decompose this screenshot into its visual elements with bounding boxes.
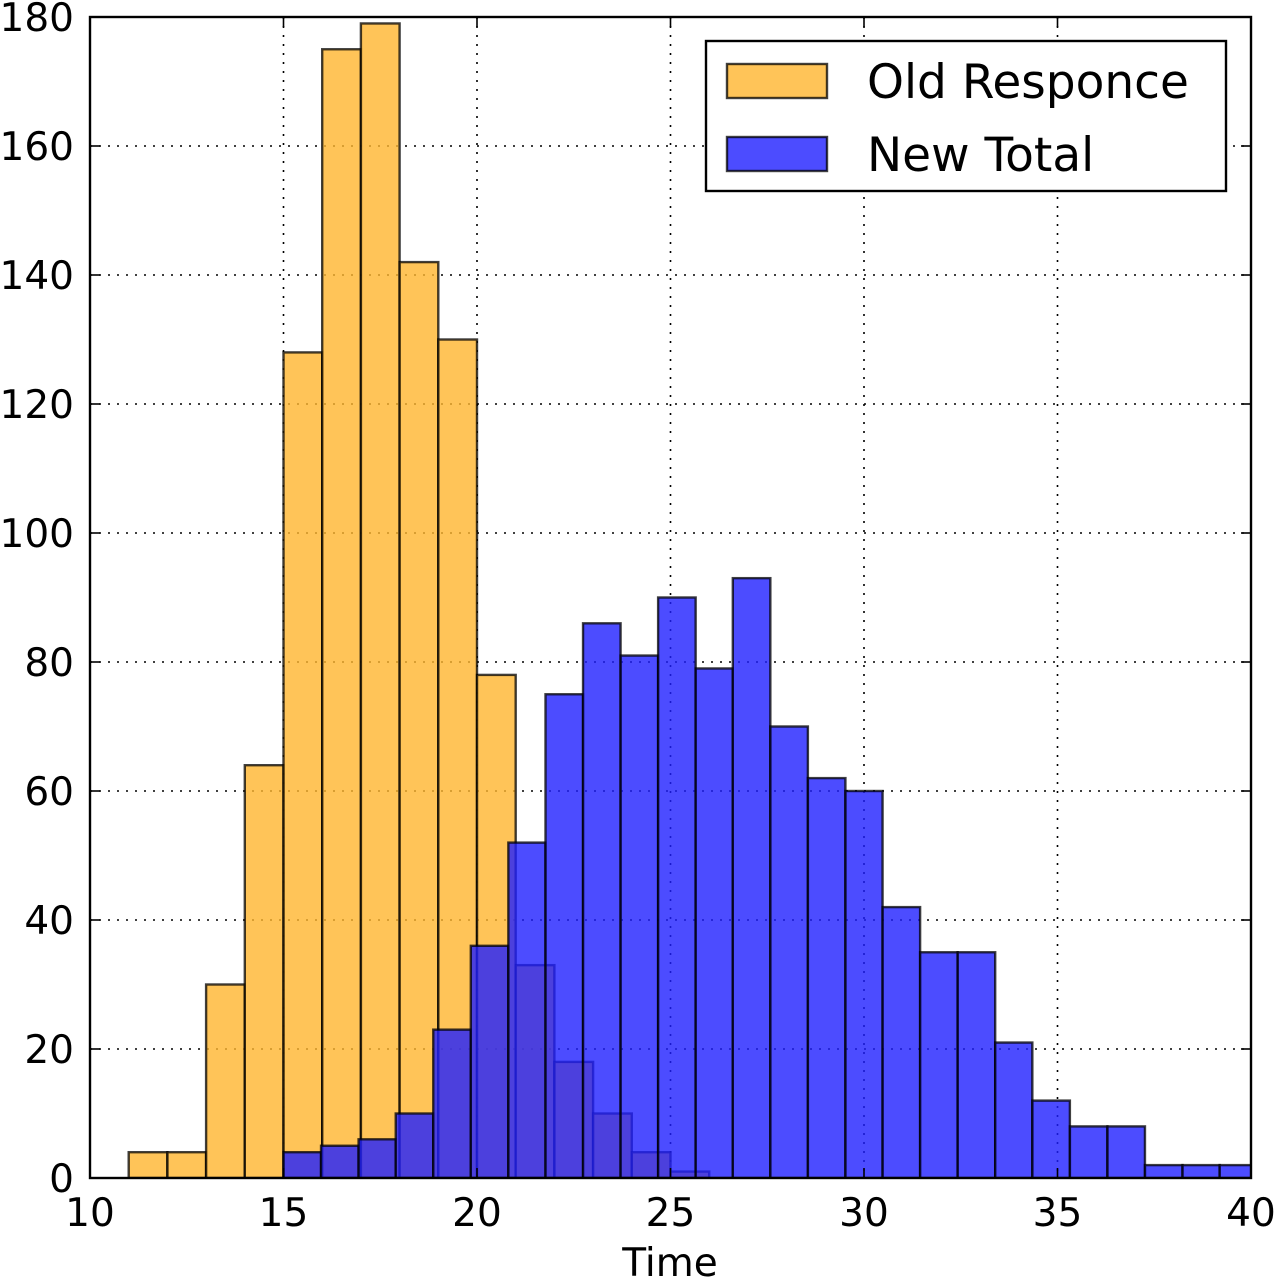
y-tick-label: 180: [0, 0, 74, 41]
bar-new-total: [357, 1138, 397, 1178]
bar-new-total: [319, 1144, 360, 1178]
y-tick-label: 80: [24, 641, 74, 686]
bar-new-total: [731, 576, 772, 1178]
bar-new-total: [1143, 1163, 1184, 1178]
bar-old-responce: [204, 983, 247, 1178]
bar-new-total: [1106, 1125, 1147, 1178]
x-tick-label: 10: [65, 1191, 115, 1236]
bar-new-total: [394, 1112, 435, 1178]
bar-new-total: [1181, 1163, 1221, 1178]
legend-swatch-old-responce: [725, 62, 829, 100]
x-tick-label: 35: [1033, 1191, 1083, 1236]
y-tick-label: 140: [0, 254, 74, 299]
bar-new-total: [993, 1041, 1034, 1178]
y-tick-label: 120: [0, 383, 74, 428]
bar-old-responce: [282, 351, 324, 1178]
bar-old-responce: [321, 48, 363, 1178]
bar-new-total: [507, 841, 547, 1178]
legend-label-new-total: New Total: [867, 128, 1094, 183]
x-tick-label: 20: [452, 1191, 502, 1236]
legend-label-old-responce: Old Responce: [867, 55, 1189, 110]
bar-new-total: [881, 905, 922, 1178]
bar-new-total: [1031, 1099, 1072, 1178]
bar-old-responce: [127, 1150, 169, 1178]
y-tick-label: 40: [24, 899, 74, 944]
y-tick-label: 60: [24, 770, 74, 815]
bar-new-total: [469, 944, 510, 1178]
bar-new-total: [694, 667, 735, 1178]
bar-new-total: [656, 596, 697, 1178]
x-tick-label: 25: [646, 1191, 696, 1236]
bar-new-total: [619, 654, 660, 1178]
bar-new-total: [956, 951, 997, 1178]
x-tick-label: 30: [839, 1191, 889, 1236]
legend-swatch-new-total: [725, 135, 829, 173]
bar-new-total: [432, 1028, 473, 1178]
bar-new-total: [581, 622, 622, 1178]
bar-new-total: [844, 789, 884, 1178]
bars: [127, 22, 1251, 1178]
bar-old-responce: [359, 22, 401, 1178]
axis-ticks: [89, 16, 1252, 1179]
axis-tick-labels: 10 15 20 25 30 35 40 0 20 40 60 80 100 120 140 160 180: [0, 0, 1275, 1236]
legend: Old Responce New Total: [704, 39, 1228, 193]
y-tick-label: 0: [49, 1157, 74, 1202]
y-tick-label: 100: [0, 512, 74, 557]
x-tick-label: 15: [259, 1191, 309, 1236]
bar-new-total: [1068, 1125, 1109, 1178]
y-tick-label: 160: [0, 125, 74, 170]
bar-new-total: [282, 1150, 323, 1178]
bar-old-responce: [166, 1150, 208, 1178]
x-axis-label: Time: [621, 1241, 717, 1281]
bar-new-total: [544, 693, 585, 1178]
y-tick-label: 20: [24, 1028, 74, 1073]
x-tick-label: 40: [1226, 1191, 1275, 1236]
bar-new-total: [918, 951, 959, 1178]
bar-old-responce: [243, 764, 285, 1178]
bar-new-total: [806, 776, 847, 1178]
bar-new-total: [769, 725, 810, 1178]
